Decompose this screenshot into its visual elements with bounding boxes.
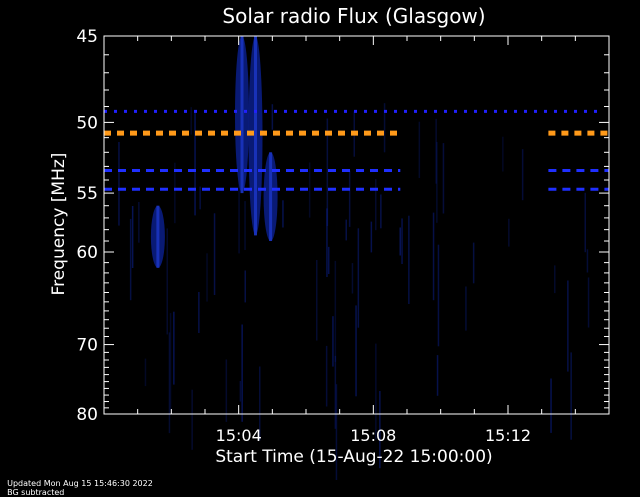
x-tick-label: 15:12 [485, 426, 531, 445]
noise-streak [169, 313, 172, 410]
noise-streak [586, 249, 589, 273]
y-axis-label: Frequency [MHz] [49, 153, 69, 296]
noise-streak [370, 221, 373, 253]
noise-streak [241, 324, 243, 422]
noise-streak [199, 186, 201, 210]
x-tick-label: 15:04 [216, 426, 262, 445]
noise-streak [190, 107, 192, 135]
noise-streak [239, 381, 242, 402]
noise-streak [379, 391, 381, 469]
y-tick-label: 80 [76, 405, 98, 425]
noise-streak [335, 384, 338, 480]
noise-streak [282, 200, 284, 228]
noise-streak [348, 170, 351, 227]
noise-streak [351, 263, 354, 294]
noise-streak [345, 219, 347, 241]
noise-streak [194, 110, 196, 216]
noise-streak [437, 244, 440, 347]
noise-streak [328, 246, 330, 274]
noise-streak [502, 136, 504, 172]
radio-burst-core [254, 36, 257, 236]
noise-streak [465, 286, 467, 331]
noise-streak [131, 206, 134, 268]
noise-streak [375, 343, 377, 440]
solar-radio-spectrogram: Solar radio Flux (Glasgow) 15:04 15:08 15:… [0, 0, 640, 480]
noise-streak [567, 280, 569, 372]
y-tick-label: 60 [76, 243, 98, 263]
noise-streak [316, 260, 318, 341]
noise-streak [357, 228, 360, 328]
noise-streak [408, 215, 410, 304]
noise-streak [380, 194, 382, 229]
noise-streak [521, 149, 524, 201]
noise-streak [225, 359, 228, 422]
footer: Updated Mon Aug 15 15:46:30 2022 BG subt… [2, 470, 167, 497]
noise-streak [399, 227, 401, 256]
noise-streak [271, 104, 274, 130]
radio-burst-core [269, 152, 273, 241]
y-tick-label: 50 [76, 113, 98, 133]
noise-streak [334, 260, 337, 362]
bg-subtracted-note: BG subtracted [7, 488, 65, 497]
noise-streak [554, 265, 556, 294]
noise-streak [198, 292, 200, 333]
noise-streak [435, 118, 437, 184]
noise-streak [244, 201, 246, 250]
noise-streak [206, 253, 208, 302]
y-tick-label: 70 [76, 336, 98, 356]
noise-streak [238, 166, 240, 254]
noise-streak [326, 208, 328, 277]
noise-streak [144, 358, 147, 387]
noise-streak [375, 179, 377, 231]
noise-streak [326, 118, 329, 226]
noise-streak [401, 218, 403, 264]
noise-streak [168, 332, 171, 434]
noise-streak [570, 352, 572, 440]
noise-streak [244, 270, 246, 303]
y-tick-label: 45 [76, 27, 98, 47]
noise-streak [508, 218, 510, 247]
chart-title: Solar radio Flux (Glasgow) [222, 4, 485, 28]
noise-streak [436, 355, 439, 396]
x-axis-label: Start Time (15-Aug-22 15:00:00) [215, 447, 492, 467]
updated-timestamp: Updated Mon Aug 15 15:46:30 2022 [7, 479, 153, 488]
noise-streak [383, 103, 386, 153]
noise-streak [325, 345, 328, 407]
noise-streak [550, 378, 552, 433]
noise-streak [173, 311, 175, 385]
noise-streak [436, 141, 438, 223]
plot-frame [103, 35, 610, 415]
plot-layer [104, 36, 609, 480]
noise-streak [129, 218, 132, 301]
axes-layer: 15:04 15:08 15:12 45 50 55 60 70 80 [76, 27, 610, 445]
noise-streak [308, 162, 311, 218]
noise-streak [332, 316, 334, 367]
chart-background [0, 0, 640, 480]
noise-streak [472, 242, 475, 284]
noise-streak [432, 212, 435, 301]
radio-burst-core [240, 36, 244, 194]
noise-streak [118, 142, 120, 226]
noise-streak [166, 228, 168, 335]
noise-streak [584, 192, 586, 253]
radio-burst-core [156, 205, 160, 268]
noise-streak [442, 143, 445, 214]
noise-streak [191, 389, 193, 450]
noise-streak [355, 305, 357, 397]
noise-streak [418, 121, 421, 178]
noise-streak [587, 277, 590, 328]
noise-streak [334, 355, 337, 429]
noise-streak [138, 202, 140, 243]
y-tick-label: 55 [76, 184, 98, 204]
noise-streak [213, 213, 216, 295]
x-tick-label: 15:08 [350, 426, 396, 445]
noise-streak [174, 162, 176, 224]
noise-streak [259, 366, 261, 441]
